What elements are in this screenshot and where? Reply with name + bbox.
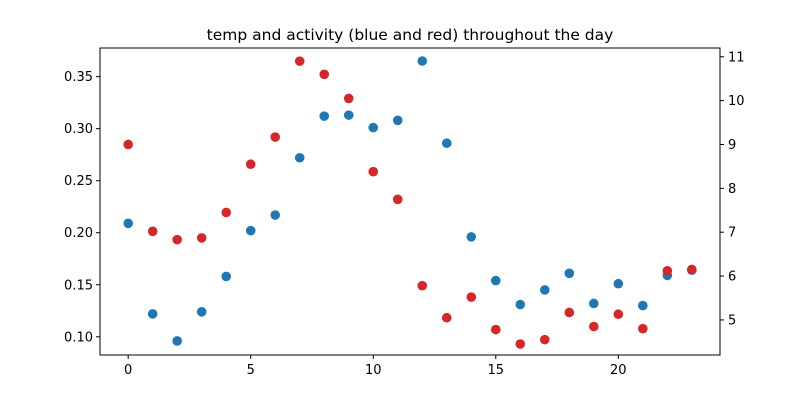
- plot-area: 0 5 10 15 20 0.10 0.15 0.20 0.25 0.30 0.35 5 6 7 8 9 10 1…: [64, 50, 745, 378]
- red-point: [588, 321, 599, 332]
- red-point: [490, 324, 501, 335]
- blue-point: [245, 225, 256, 236]
- red-point: [613, 309, 624, 320]
- red-point: [441, 312, 452, 323]
- red-point: [466, 292, 477, 302]
- red-point: [662, 265, 673, 276]
- red-point: [687, 264, 697, 275]
- red-point: [270, 132, 281, 142]
- red-point: [539, 334, 550, 345]
- blue-point: [392, 115, 403, 126]
- blue-point: [343, 110, 354, 120]
- blue-point: [515, 299, 526, 310]
- red-point: [294, 56, 305, 66]
- red-point: [245, 159, 256, 170]
- y-tick-label: 0.10: [64, 330, 93, 345]
- blue-point: [417, 56, 428, 66]
- blue-point: [147, 309, 158, 319]
- y2-tick-label: 9: [728, 138, 736, 153]
- y-tick-label: 0.25: [64, 174, 93, 189]
- x-tick-label: 15: [487, 363, 504, 378]
- red-point: [123, 139, 133, 150]
- y2-tick-label: 7: [728, 226, 736, 241]
- y2-tick-label: 11: [728, 50, 745, 65]
- blue-point: [368, 122, 379, 133]
- y-tick-label: 0.20: [64, 226, 93, 241]
- x-tick-label: 5: [247, 363, 255, 378]
- blue-point: [613, 278, 624, 289]
- red-point: [368, 166, 379, 177]
- x-tick-label: 10: [365, 363, 382, 378]
- chart-title: temp and activity (blue and red) through…: [207, 26, 614, 44]
- blue-point: [196, 307, 207, 317]
- y2-tick-label: 8: [728, 182, 736, 197]
- blue-point: [466, 232, 477, 242]
- red-point: [638, 323, 648, 334]
- y-tick-label: 0.15: [64, 278, 93, 293]
- red-point: [221, 207, 232, 218]
- blue-point: [441, 138, 452, 149]
- red-point: [564, 307, 575, 318]
- blue-point: [172, 336, 182, 346]
- red-point: [343, 93, 354, 104]
- red-point: [147, 226, 158, 237]
- red-point: [515, 339, 526, 349]
- blue-point: [564, 268, 575, 279]
- blue-point: [490, 275, 501, 286]
- red-point: [392, 194, 403, 205]
- y-tick-label: 0.35: [64, 70, 93, 85]
- blue-point: [319, 111, 330, 121]
- blue-point: [638, 300, 648, 311]
- blue-point: [270, 210, 281, 220]
- blue-point: [123, 218, 133, 229]
- y2-tick-label: 5: [728, 313, 736, 328]
- blue-point: [221, 271, 232, 282]
- y-tick-label: 0.30: [64, 122, 93, 137]
- red-point: [319, 69, 330, 80]
- x-tick-label: 0: [124, 363, 132, 378]
- axes-frame: [99, 47, 721, 356]
- blue-point: [588, 298, 599, 309]
- x-tick-label: 20: [610, 363, 627, 378]
- blue-point: [294, 152, 305, 163]
- red-point: [196, 233, 207, 243]
- red-point: [172, 234, 182, 245]
- y2-tick-label: 10: [728, 94, 745, 109]
- y2-tick-label: 6: [728, 270, 736, 285]
- blue-point: [539, 285, 550, 295]
- red-point: [417, 280, 428, 291]
